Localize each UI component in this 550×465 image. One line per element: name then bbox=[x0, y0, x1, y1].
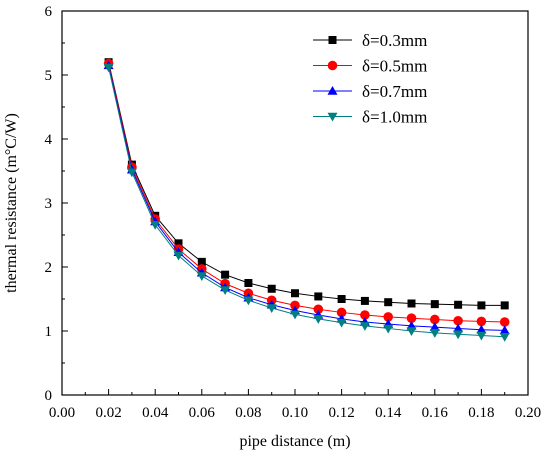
y-tick-label: 4 bbox=[45, 132, 53, 148]
data-point bbox=[406, 327, 417, 336]
data-point bbox=[150, 221, 161, 230]
data-point bbox=[476, 316, 487, 327]
data-point bbox=[430, 300, 439, 309]
x-axis-title: pipe distance (m) bbox=[239, 433, 350, 450]
data-point bbox=[173, 251, 184, 261]
y-tick-label: 0 bbox=[45, 388, 53, 404]
data-point bbox=[126, 168, 137, 178]
x-tick-label: 0.00 bbox=[49, 405, 75, 421]
legend-label: δ=0.5mm bbox=[362, 57, 427, 76]
series-2 bbox=[103, 58, 510, 327]
data-point bbox=[453, 315, 463, 326]
data-point bbox=[499, 317, 510, 327]
data-point bbox=[337, 295, 346, 303]
legend-marker bbox=[327, 60, 338, 71]
data-point bbox=[359, 322, 370, 331]
y-tick-label: 2 bbox=[45, 260, 53, 276]
data-point bbox=[500, 301, 509, 310]
data-point bbox=[476, 331, 487, 341]
data-point bbox=[220, 286, 231, 296]
data-point bbox=[243, 296, 254, 306]
x-tick-label: 0.12 bbox=[328, 405, 354, 421]
legend-marker bbox=[327, 86, 338, 95]
y-tick-label: 5 bbox=[45, 68, 53, 84]
data-point bbox=[499, 333, 510, 342]
data-point bbox=[103, 63, 114, 73]
data-point bbox=[313, 304, 324, 315]
data-point bbox=[453, 330, 464, 340]
legend-item: δ=0.7mm bbox=[313, 82, 427, 101]
x-tick-label: 0.06 bbox=[189, 405, 216, 421]
data-point bbox=[499, 325, 510, 335]
legend-marker bbox=[327, 112, 338, 122]
legend-label: δ=1.0mm bbox=[362, 108, 427, 127]
series-4 bbox=[103, 63, 510, 342]
data-point bbox=[267, 284, 276, 293]
data-point bbox=[336, 318, 347, 328]
data-point bbox=[407, 299, 416, 308]
x-tick-label: 0.08 bbox=[235, 405, 261, 421]
y-tick-label: 6 bbox=[45, 4, 53, 20]
axis-ticks: 0.00 0.02 0.04 0.06 0.08 0.10 0.12 0.14 0.16 0.18… bbox=[45, 4, 542, 421]
series-layer bbox=[103, 58, 510, 342]
data-point bbox=[406, 313, 417, 324]
legend-label: δ=0.7mm bbox=[362, 82, 427, 101]
x-tick-label: 0.02 bbox=[95, 405, 121, 421]
legend: δ=0.3mm δ=0.5mm δ=0.7mm δ=1.0mm bbox=[313, 31, 427, 127]
series-3 bbox=[103, 60, 510, 335]
series-1 bbox=[104, 58, 509, 310]
y-axis-title: thermal resistance (m°C/W) bbox=[3, 113, 20, 293]
data-point bbox=[360, 310, 370, 320]
y-tick-label: 3 bbox=[45, 196, 53, 212]
series-line bbox=[108, 63, 505, 323]
x-tick-label: 0.20 bbox=[515, 405, 541, 421]
legend-item: δ=0.5mm bbox=[313, 57, 427, 76]
legend-marker bbox=[328, 36, 337, 44]
y-tick-label: 1 bbox=[45, 324, 53, 340]
data-point bbox=[383, 324, 394, 334]
data-point bbox=[313, 315, 324, 324]
data-point bbox=[174, 239, 183, 248]
data-point bbox=[197, 257, 206, 266]
data-point bbox=[383, 312, 394, 322]
data-point bbox=[384, 298, 393, 307]
x-tick-label: 0.10 bbox=[282, 405, 308, 421]
data-point bbox=[314, 292, 323, 301]
legend-label: δ=0.3mm bbox=[362, 31, 427, 50]
data-point bbox=[266, 304, 277, 313]
data-point bbox=[430, 314, 440, 325]
data-point bbox=[196, 272, 207, 281]
data-point bbox=[291, 289, 299, 298]
series-line bbox=[108, 65, 505, 331]
data-point bbox=[221, 270, 230, 279]
x-tick-label: 0.18 bbox=[468, 405, 494, 421]
data-point bbox=[453, 323, 464, 333]
data-point bbox=[429, 329, 440, 338]
legend-item: δ=0.3mm bbox=[313, 31, 427, 50]
data-point bbox=[360, 296, 369, 305]
legend-item: δ=1.0mm bbox=[313, 108, 427, 127]
x-tick-label: 0.14 bbox=[375, 405, 402, 421]
data-point bbox=[336, 307, 347, 318]
x-tick-label: 0.16 bbox=[422, 405, 449, 421]
data-point bbox=[290, 300, 300, 311]
series-line bbox=[108, 67, 505, 338]
series-line bbox=[108, 62, 505, 306]
data-point bbox=[454, 300, 463, 309]
data-point bbox=[244, 279, 253, 287]
data-point bbox=[290, 310, 300, 320]
data-point bbox=[476, 324, 487, 334]
x-tick-label: 0.04 bbox=[142, 405, 169, 421]
data-point bbox=[429, 322, 440, 331]
data-point bbox=[477, 301, 486, 310]
